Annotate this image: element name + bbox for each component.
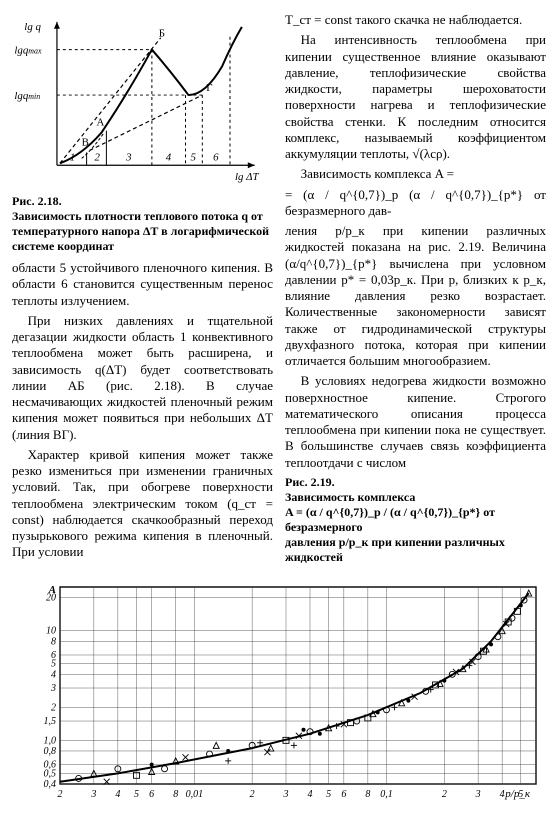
svg-text:0,01: 0,01	[186, 789, 204, 800]
svg-text:lg ΔT: lg ΔT	[235, 171, 260, 183]
right-column: T_ст = const такого скачка не наблюдаетс…	[285, 12, 546, 571]
right-p3c: ления p/p_к при кипении различных жидкос…	[285, 223, 546, 369]
fig-219-tail: давления p/p_к при кипении различных жид…	[285, 535, 546, 565]
right-p2: На интенсивность теплообмена при кипении…	[285, 32, 546, 162]
svg-text:3: 3	[282, 789, 288, 800]
svg-text:2: 2	[58, 789, 63, 800]
svg-text:5: 5	[326, 789, 331, 800]
fig-219-number: Рис. 2.19.	[285, 475, 546, 490]
svg-text:2: 2	[250, 789, 255, 800]
svg-text:10: 10	[46, 625, 56, 636]
svg-text:lg q: lg q	[24, 21, 41, 33]
right-p3a: Зависимость комплекса A =	[285, 166, 546, 182]
svg-text:Б: Б	[159, 28, 165, 40]
fig-218-text: Зависимость плотности теплового потока q…	[12, 209, 273, 254]
svg-text:4: 4	[308, 789, 313, 800]
svg-text:0,1: 0,1	[380, 789, 393, 800]
svg-text:3: 3	[50, 683, 56, 694]
right-p3a-text: Зависимость комплекса A =	[301, 166, 454, 181]
right-p4: В условиях недогрева жидкости возможно п…	[285, 373, 546, 471]
figure-2-18: lg q lg ΔT lgqmax lgqmin 1 2 3	[12, 12, 270, 190]
left-p3: Характер кривой кипения может также резк…	[12, 447, 273, 561]
svg-text:8: 8	[51, 636, 56, 647]
svg-text:6: 6	[341, 789, 346, 800]
right-p1: T_ст = const такого скачка не наблюдаетс…	[285, 12, 546, 28]
svg-text:8: 8	[173, 789, 178, 800]
left-p1: области 5 устойчивого пленочного кипения…	[12, 260, 273, 309]
svg-text:6: 6	[213, 151, 219, 163]
left-column: lg q lg ΔT lgqmax lgqmin 1 2 3	[12, 12, 273, 571]
right-p3b: = (α / q^{0,7})_p (α / q^{0,7})_{p*} от …	[285, 187, 546, 220]
figure-2-19-chart: 2345680,012345680,12345p/p_к0,40,50,60,8…	[12, 579, 546, 809]
svg-text:A: A	[48, 584, 56, 596]
svg-text:0,6: 0,6	[44, 759, 57, 770]
svg-text:3: 3	[475, 789, 481, 800]
svg-text:2: 2	[95, 151, 101, 163]
svg-text:6: 6	[51, 650, 56, 661]
svg-text:А: А	[96, 117, 104, 129]
svg-text:0,8: 0,8	[44, 746, 57, 757]
svg-text:В: В	[82, 137, 89, 149]
svg-text:1,0: 1,0	[44, 735, 57, 746]
fig-218-number: Рис. 2.18.	[12, 194, 273, 209]
svg-text:Г: Г	[206, 82, 212, 94]
svg-text:4: 4	[115, 789, 120, 800]
fig-219-caption: Рис. 2.19. Зависимость комплекса A = (α …	[285, 475, 546, 565]
left-p2: При низких давлениях и тщательной дегаза…	[12, 313, 273, 443]
svg-text:lgqmax: lgqmax	[14, 45, 42, 57]
svg-text:lgqmin: lgqmin	[14, 90, 40, 102]
svg-text:8: 8	[365, 789, 370, 800]
svg-text:3: 3	[90, 789, 96, 800]
svg-text:1,5: 1,5	[44, 716, 57, 727]
svg-text:4: 4	[500, 789, 505, 800]
svg-text:p/p_к: p/p_к	[504, 788, 531, 800]
fig-219-formula: A = (α / q^{0,7})_p / (α / q^{0,7})_{p*}…	[285, 505, 546, 535]
svg-text:4: 4	[166, 151, 172, 163]
fig-219-title: Зависимость комплекса	[285, 490, 546, 505]
svg-text:4: 4	[51, 669, 56, 680]
svg-text:3: 3	[125, 151, 132, 163]
svg-text:2: 2	[51, 702, 56, 713]
svg-text:5: 5	[134, 789, 139, 800]
svg-text:6: 6	[149, 789, 154, 800]
svg-text:0,4: 0,4	[44, 779, 57, 790]
fig-218-caption: Рис. 2.18. Зависимость плотности теплово…	[12, 194, 273, 254]
svg-text:2: 2	[442, 789, 447, 800]
two-column-layout: lg q lg ΔT lgqmax lgqmin 1 2 3	[12, 12, 546, 571]
svg-text:5: 5	[190, 151, 196, 163]
